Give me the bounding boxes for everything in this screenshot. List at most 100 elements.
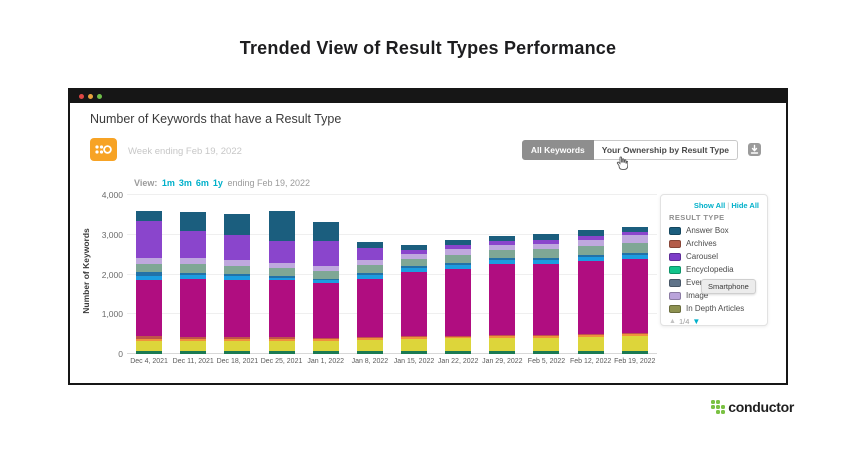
legend-item-image[interactable]: Image — [669, 289, 759, 302]
bar-jan-15-2022[interactable] — [401, 244, 428, 354]
segment-yellow[interactable] — [401, 338, 428, 351]
segment-dark-green (bottom)[interactable] — [312, 351, 339, 354]
segment-sage-green[interactable] — [621, 242, 648, 253]
segment-dark-teal (top)[interactable] — [136, 211, 163, 221]
segment-purple[interactable] — [577, 236, 604, 241]
segment-lavender[interactable] — [180, 257, 207, 265]
segment-yellow[interactable] — [621, 336, 648, 351]
segment-yellow[interactable] — [533, 337, 560, 351]
segment-bright-blue[interactable] — [533, 259, 560, 264]
segment-orange[interactable] — [136, 338, 163, 342]
segment-purple[interactable] — [489, 240, 516, 245]
segment-orange[interactable] — [356, 337, 383, 340]
legend-item-encyclopedia[interactable]: Encyclopedia — [669, 263, 759, 276]
segment-sage-green[interactable] — [224, 265, 251, 275]
segment-yellow[interactable] — [180, 340, 207, 351]
segment-orange[interactable] — [180, 338, 207, 341]
segment-dark-green (bottom)[interactable] — [224, 351, 251, 354]
segment-orange[interactable] — [621, 334, 648, 337]
segment-dark-green (bottom)[interactable] — [356, 350, 383, 354]
legend-item-in-depth-articles[interactable]: In Depth Articles — [669, 302, 759, 315]
segment-dark-teal (top)[interactable] — [621, 226, 648, 233]
show-all-link[interactable]: Show All — [693, 201, 726, 210]
legend-page-up-icon[interactable]: ▲ — [669, 318, 676, 325]
legend-page-down-icon[interactable]: ▼ — [692, 317, 701, 326]
segment-magenta[interactable] — [136, 280, 163, 337]
segment-orange[interactable] — [401, 337, 428, 339]
segment-dark-green (bottom)[interactable] — [401, 350, 428, 354]
segment-sage-green[interactable] — [445, 254, 472, 263]
segment-purple[interactable] — [445, 244, 472, 250]
segment-magenta[interactable] — [533, 263, 560, 335]
segment-rust[interactable] — [180, 336, 207, 339]
segment-sage-green[interactable] — [577, 246, 604, 255]
view-range-1y[interactable]: 1y — [212, 178, 223, 188]
segment-steel-blue[interactable] — [268, 275, 295, 278]
segment-dark-teal (top)[interactable] — [224, 213, 251, 236]
segment-dark-teal (top)[interactable] — [445, 240, 472, 245]
segment-bright-blue[interactable] — [180, 275, 207, 280]
segment-lavender[interactable] — [224, 259, 251, 266]
bar-dec-11-2021[interactable] — [180, 212, 207, 354]
segment-dark-green (bottom)[interactable] — [445, 350, 472, 354]
segment-steel-blue[interactable] — [224, 274, 251, 277]
segment-orange[interactable] — [224, 338, 251, 342]
bar-dec-18-2021[interactable] — [224, 213, 251, 354]
legend-item-answer-box[interactable]: Answer Box — [669, 224, 759, 237]
segment-rust[interactable] — [533, 334, 560, 336]
segment-yellow[interactable] — [577, 336, 604, 351]
segment-steel-blue[interactable] — [401, 266, 428, 268]
segment-rust[interactable] — [224, 337, 251, 339]
bar-jan-22-2022[interactable] — [445, 240, 472, 354]
segment-steel-blue[interactable] — [356, 273, 383, 276]
segment-lavender[interactable] — [401, 254, 428, 259]
segment-rust[interactable] — [621, 332, 648, 335]
segment-rust[interactable] — [268, 337, 295, 339]
segment-magenta[interactable] — [621, 259, 648, 333]
segment-magenta[interactable] — [312, 283, 339, 338]
segment-lavender[interactable] — [533, 243, 560, 250]
segment-bright-blue[interactable] — [268, 277, 295, 281]
segment-sage-green[interactable] — [356, 265, 383, 274]
bar-jan-29-2022[interactable] — [489, 235, 516, 354]
segment-dark-teal (top)[interactable] — [180, 212, 207, 232]
segment-lavender[interactable] — [268, 262, 295, 268]
hide-all-link[interactable]: Hide All — [731, 201, 759, 210]
segment-purple[interactable] — [180, 231, 207, 258]
segment-yellow[interactable] — [268, 341, 295, 352]
legend-item-events[interactable]: Events — [669, 276, 759, 289]
segment-dark-green (bottom)[interactable] — [180, 350, 207, 354]
bar-feb-5-2022[interactable] — [533, 234, 560, 354]
segment-bright-blue[interactable] — [224, 276, 251, 280]
segment-dark-teal (top)[interactable] — [533, 234, 560, 240]
segment-lavender[interactable] — [445, 249, 472, 255]
segment-magenta[interactable] — [401, 271, 428, 337]
segment-purple[interactable] — [136, 220, 163, 258]
ownership-by-result-type-button[interactable]: Your Ownership by Result Type — [593, 140, 738, 160]
bar-feb-12-2022[interactable] — [577, 230, 604, 354]
segment-orange[interactable] — [445, 336, 472, 339]
segment-sage-green[interactable] — [180, 264, 207, 273]
all-keywords-button[interactable]: All Keywords — [521, 140, 594, 160]
segment-bright-blue[interactable] — [577, 256, 604, 261]
segment-rust[interactable] — [445, 335, 472, 337]
segment-purple[interactable] — [533, 239, 560, 244]
segment-bright-blue[interactable] — [356, 275, 383, 280]
minimize-window-icon[interactable] — [88, 94, 93, 99]
segment-bright-blue[interactable] — [621, 254, 648, 260]
segment-dark-green (bottom)[interactable] — [489, 350, 516, 354]
segment-magenta[interactable] — [224, 279, 251, 338]
segment-magenta[interactable] — [356, 279, 383, 337]
view-range-3m[interactable]: 3m — [178, 178, 192, 188]
segment-dark-green (bottom)[interactable] — [268, 351, 295, 354]
segment-lavender[interactable] — [577, 240, 604, 247]
view-range-1m[interactable]: 1m — [161, 178, 175, 188]
segment-purple[interactable] — [621, 232, 648, 235]
segment-yellow[interactable] — [356, 339, 383, 351]
segment-lavender[interactable] — [136, 257, 163, 264]
segment-magenta[interactable] — [268, 280, 295, 338]
segment-dark-green (bottom)[interactable] — [533, 350, 560, 354]
close-window-icon[interactable] — [79, 94, 84, 99]
segment-steel-blue[interactable] — [621, 252, 648, 255]
legend-item-archives[interactable]: Archives — [669, 237, 759, 250]
